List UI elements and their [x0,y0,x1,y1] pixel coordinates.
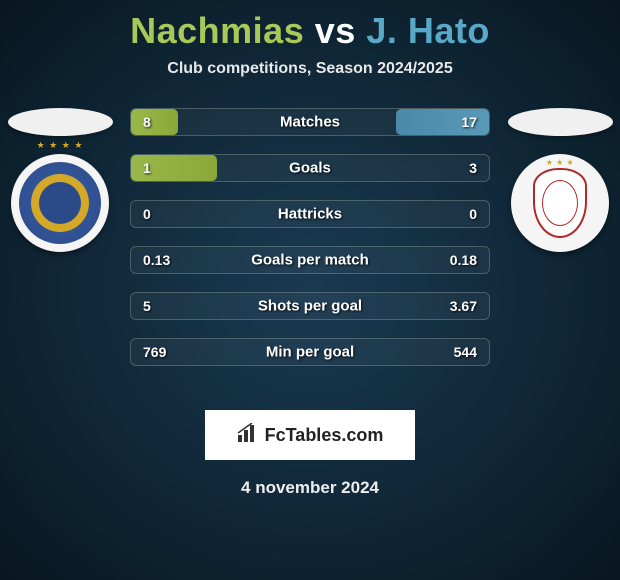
brand-badge: FcTables.com [205,410,415,460]
stat-value-left: 769 [143,344,166,360]
ajax-logo: ★ ★ ★ [521,164,599,242]
stars-icon: ★ ★ ★ ★ [37,140,84,151]
player1-avatar-placeholder [8,108,113,136]
stat-row: 0 Hattricks 0 [130,200,490,228]
brand-text: FcTables.com [265,425,384,446]
stat-value-left: 0 [143,206,151,222]
stat-label: Shots per goal [258,298,362,315]
stat-value-right: 3 [469,160,477,176]
date-text: 4 november 2024 [241,478,379,498]
infographic-container: Nachmias vs J. Hato Club competitions, S… [0,0,620,498]
player1-club-badge: ★ ★ ★ ★ [11,154,109,252]
vs-text: vs [315,10,356,51]
player2-name: J. Hato [366,10,490,51]
stat-label: Min per goal [266,344,354,361]
stat-row: 8 Matches 17 [130,108,490,136]
page-title: Nachmias vs J. Hato [0,10,620,52]
player2-column: ★ ★ ★ [500,108,620,252]
stat-label: Matches [280,114,340,131]
maccabi-logo [19,162,101,244]
stat-bar-left [131,109,178,135]
stat-value-right: 0 [469,206,477,222]
stat-row: 769 Min per goal 544 [130,338,490,366]
stars-icon: ★ ★ ★ [546,158,574,167]
stat-value-right: 544 [454,344,477,360]
player2-avatar-placeholder [508,108,613,136]
stat-value-left: 5 [143,298,151,314]
stat-row: 0.13 Goals per match 0.18 [130,246,490,274]
footer: FcTables.com 4 november 2024 [0,410,620,498]
player1-name: Nachmias [130,10,304,51]
subtitle: Club competitions, Season 2024/2025 [0,60,620,78]
player1-column: ★ ★ ★ ★ [0,108,120,252]
stat-value-left: 8 [143,114,151,130]
player2-club-badge: ★ ★ ★ [511,154,609,252]
stat-label: Goals per match [251,252,369,269]
stat-value-left: 0.13 [143,252,170,268]
stats-list: 8 Matches 17 1 Goals 3 0 Hattricks 0 [130,108,490,366]
ajax-shield-icon [533,168,587,238]
stat-value-right: 0.18 [450,252,477,268]
stat-value-left: 1 [143,160,151,176]
main-content: ★ ★ ★ ★ ★ ★ ★ 8 Matches 17 [0,108,620,388]
stat-row: 1 Goals 3 [130,154,490,182]
stat-value-right: 3.67 [450,298,477,314]
stat-label: Hattricks [278,206,342,223]
chart-icon [237,423,259,448]
stat-value-right: 17 [461,114,477,130]
stat-label: Goals [289,160,331,177]
stat-row: 5 Shots per goal 3.67 [130,292,490,320]
